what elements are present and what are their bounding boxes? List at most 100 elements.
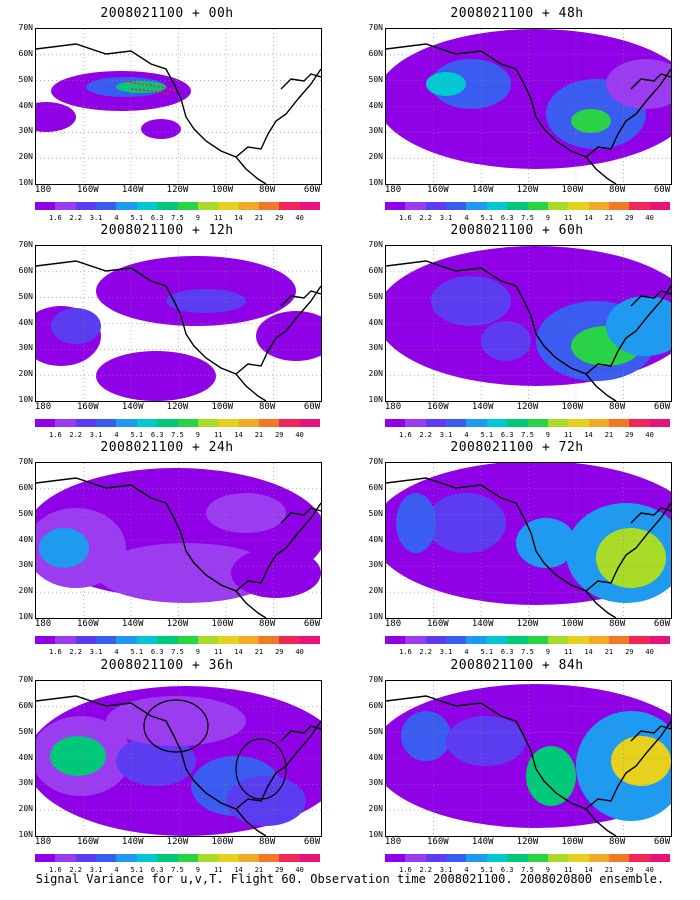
x-axis-label: 80W [259, 619, 276, 629]
colorbar-label: 11 [563, 214, 573, 222]
variance-contour-region [431, 59, 511, 109]
colorbar-swatch [136, 202, 158, 210]
coastline [386, 43, 617, 184]
colorbar-swatch [649, 419, 671, 427]
coastline [36, 260, 267, 401]
colorbar-swatch [157, 202, 178, 210]
x-axis-label: 180 [34, 619, 52, 629]
colorbar-swatch [116, 202, 137, 210]
colorbar [385, 854, 671, 862]
y-axis-label: 30N [18, 560, 33, 570]
coastline [36, 43, 267, 184]
colorbar-swatch [649, 202, 671, 210]
x-axis-label: 80W [609, 402, 626, 412]
colorbar-label: 4 [114, 866, 119, 874]
colorbar-swatch [35, 854, 56, 862]
colorbar-label: 40 [645, 431, 654, 439]
colorbar [35, 419, 321, 427]
y-axis-label: 60N [18, 700, 33, 710]
colorbar-label: 4 [464, 866, 469, 874]
colorbar-label: 4 [114, 431, 119, 439]
colorbar-swatch [547, 636, 569, 644]
coastline [280, 507, 321, 524]
map-panel: 2008021100 + 12h 70N 60N 50N 40N 30N 20N 10N 180… [2, 223, 332, 439]
colorbar-label: 3.1 [89, 648, 103, 656]
y-axis-label: 10N [18, 612, 33, 621]
colorbar-label: 29 [625, 431, 634, 439]
x-axis-label: 120W [166, 402, 189, 412]
y-axis-label: 10N [18, 830, 33, 839]
variance-field [36, 246, 321, 401]
variance-contour-region [606, 296, 671, 356]
colorbar-label: 5.1 [130, 431, 144, 439]
colorbar-label: 7.5 [171, 648, 184, 656]
colorbar-swatch [136, 636, 158, 644]
colorbar-swatch [568, 419, 589, 427]
colorbar-swatch [96, 419, 117, 427]
colorbar-label: 40 [645, 648, 654, 656]
x-axis-label: 160W [426, 402, 449, 412]
variance-contour-region [106, 696, 246, 746]
colorbar-swatch [177, 854, 198, 862]
colorbar-swatch [507, 202, 528, 210]
colorbar-label: 1.6 [399, 431, 412, 439]
colorbar-swatch [507, 636, 528, 644]
y-axis-label: 40N [368, 100, 383, 110]
colorbar [35, 636, 321, 644]
variance-field [36, 29, 321, 184]
colorbar-label: 1.6 [49, 648, 62, 656]
y-axis-label: 40N [368, 317, 383, 327]
colorbar-label: 40 [295, 214, 304, 222]
y-axis-label: 50N [368, 726, 383, 736]
colorbar-swatch [405, 636, 426, 644]
variance-contour-region [226, 776, 306, 826]
colorbar-label: 5.1 [480, 214, 494, 222]
x-axis-label: 100W [561, 185, 584, 195]
colorbar-label: 2.2 [419, 431, 433, 439]
colorbar-label: 3.1 [89, 431, 103, 439]
colorbar-label: 5.1 [130, 648, 144, 656]
colorbar-label: 29 [625, 648, 634, 656]
colorbar-label: 4 [114, 214, 119, 222]
colorbar-swatch [258, 854, 280, 862]
colorbar-swatch [608, 419, 630, 427]
variance-contour-region [426, 493, 506, 553]
colorbar-label: 21 [604, 866, 614, 874]
colorbar-swatch [197, 202, 219, 210]
variance-contour-region [96, 543, 276, 603]
colorbar-swatch [197, 419, 219, 427]
colorbar-label: 14 [584, 648, 593, 656]
colorbar-label: 21 [254, 214, 264, 222]
variance-contour-region [516, 518, 576, 568]
y-axis-label: 50N [368, 74, 383, 84]
colorbar-label: 5.1 [480, 866, 494, 874]
colorbar-swatch [238, 854, 259, 862]
colorbar-label: 14 [234, 431, 243, 439]
x-axis-label: 100W [211, 837, 234, 847]
colorbar-label: 14 [234, 648, 243, 656]
colorbar-swatch [486, 854, 508, 862]
x-axis-label: 160W [76, 185, 99, 195]
y-axis-label: 20N [18, 152, 33, 162]
colorbar-swatch [466, 202, 487, 210]
colorbar-label: 40 [645, 214, 654, 222]
colorbar-swatch [197, 854, 219, 862]
map-panel: 2008021100 + 84h 70N 60N 50N 40N 30N 20N 10N 180… [352, 658, 682, 874]
colorbar-label: 11 [563, 648, 573, 656]
x-axis-label: 120W [516, 837, 539, 847]
x-axis-label: 100W [211, 619, 234, 629]
colorbar-swatch [425, 419, 447, 427]
colorbar-swatch [527, 636, 548, 644]
y-axis-label: 10N [18, 178, 33, 187]
y-axis-label: 10N [368, 830, 383, 839]
y-axis-label: 60N [368, 482, 383, 492]
y-axis-label: 10N [368, 612, 383, 621]
x-axis-label: 180 [384, 837, 402, 847]
colorbar-swatch [486, 636, 508, 644]
map-panel: 2008021100 + 48h 70N 60N 50N 40N 30N 20N 10N 180… [352, 6, 682, 222]
colorbar-swatch [258, 419, 280, 427]
x-axis-label: 80W [609, 837, 626, 847]
colorbar [385, 202, 671, 210]
colorbar-label: 6.3 [150, 431, 164, 439]
colorbar-swatch [279, 854, 300, 862]
